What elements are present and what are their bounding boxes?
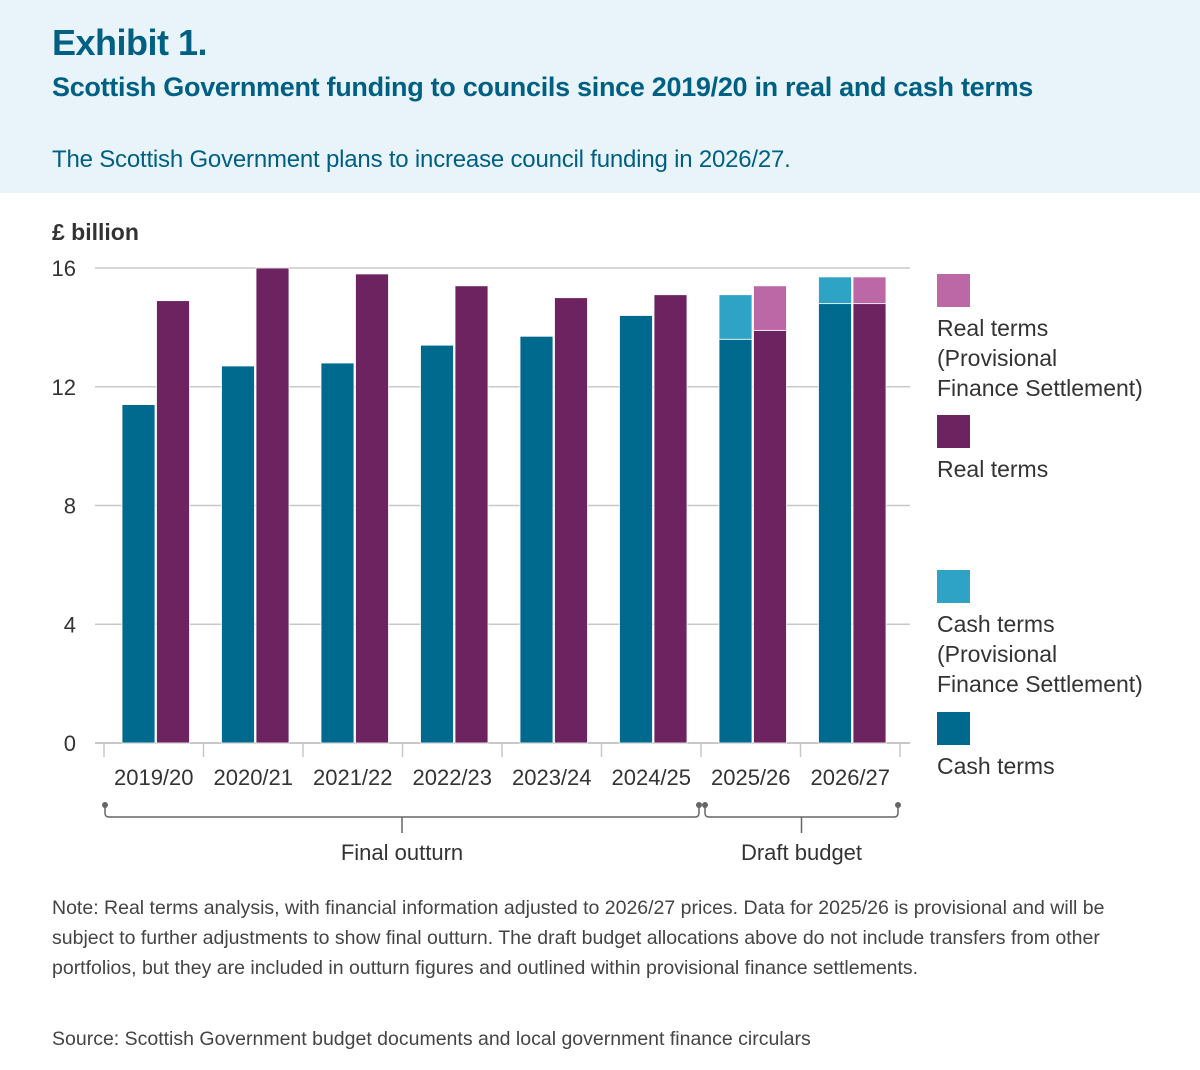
y-tick-label: 8 bbox=[64, 494, 76, 519]
legend-swatch-real-provisional bbox=[937, 274, 970, 307]
header-banner: Exhibit 1. Scottish Government funding t… bbox=[0, 0, 1200, 193]
x-tick-label: 2020/21 bbox=[213, 765, 293, 790]
x-tick-label: 2022/23 bbox=[412, 765, 492, 790]
cash-bar bbox=[718, 338, 753, 744]
real-bar bbox=[454, 285, 489, 744]
chart-title: Scottish Government funding to councils … bbox=[52, 72, 1033, 102]
real-bar bbox=[554, 297, 588, 744]
legend-label: Cash terms bbox=[937, 611, 1055, 637]
y-tick-label: 12 bbox=[52, 375, 76, 400]
real-bar bbox=[753, 329, 787, 744]
cash-bar bbox=[519, 335, 554, 744]
legend-label: Finance Settlement) bbox=[937, 375, 1143, 401]
cash-bar bbox=[320, 362, 355, 744]
legend-swatch-cash bbox=[937, 712, 970, 745]
legend-label: (Provisional bbox=[937, 345, 1057, 371]
cash-bar bbox=[818, 303, 852, 744]
cash-provisional-bar bbox=[718, 294, 753, 340]
cash-bar bbox=[420, 344, 454, 744]
legend-swatch-real bbox=[937, 415, 970, 448]
bars bbox=[121, 267, 887, 744]
y-tick-label: 0 bbox=[64, 731, 76, 756]
real-bar bbox=[355, 273, 389, 744]
x-tick-label: 2023/24 bbox=[512, 765, 592, 790]
legend-swatch-cash-provisional bbox=[937, 570, 970, 603]
y-tick-label: 4 bbox=[64, 612, 76, 637]
x-tick-label: 2024/25 bbox=[611, 765, 691, 790]
group-label: Draft budget bbox=[741, 840, 862, 865]
cash-provisional-bar bbox=[818, 276, 852, 305]
real-bar bbox=[653, 294, 688, 744]
real-bar bbox=[852, 303, 887, 744]
chart-note: Note: Real terms analysis, with financia… bbox=[52, 897, 1105, 979]
real-provisional-bar bbox=[753, 285, 787, 331]
category-groups: Final outturn Draft budget bbox=[102, 802, 901, 865]
bracket-line bbox=[104, 805, 700, 818]
y-axis-ticks: 0 4 8 12 16 bbox=[52, 256, 76, 756]
legend-label: Real terms bbox=[937, 456, 1048, 482]
cash-bar bbox=[121, 404, 156, 744]
y-axis-label: £ billion bbox=[52, 219, 139, 245]
legend-label: (Provisional bbox=[937, 641, 1057, 667]
legend: Real terms (Provisional Finance Settlement… bbox=[937, 274, 1143, 779]
real-provisional-bar bbox=[852, 276, 887, 305]
legend-label: Cash terms bbox=[937, 753, 1055, 779]
group-label: Final outturn bbox=[341, 840, 463, 865]
gridlines bbox=[95, 267, 910, 744]
real-bar bbox=[156, 300, 190, 744]
x-tick-label: 2026/27 bbox=[810, 765, 890, 790]
bracket-line bbox=[704, 805, 899, 818]
x-tick-label: 2021/22 bbox=[313, 765, 393, 790]
legend-label: Real terms bbox=[937, 315, 1048, 341]
chart-source: Source: Scottish Government budget docum… bbox=[52, 1028, 811, 1050]
real-bar bbox=[255, 267, 290, 744]
chart-subtitle: The Scottish Government plans to increas… bbox=[52, 146, 791, 173]
legend-label: Finance Settlement) bbox=[937, 671, 1143, 697]
exhibit-number: Exhibit 1. bbox=[52, 22, 208, 63]
x-tick-label: 2025/26 bbox=[711, 765, 791, 790]
x-axis: 2019/20 2020/21 2021/22 2022/23 2023/24 2024/… bbox=[103, 743, 901, 790]
y-tick-label: 16 bbox=[52, 256, 76, 281]
cash-bar bbox=[619, 315, 653, 744]
x-tick-label: 2019/20 bbox=[114, 765, 194, 790]
cash-bar bbox=[221, 365, 255, 744]
